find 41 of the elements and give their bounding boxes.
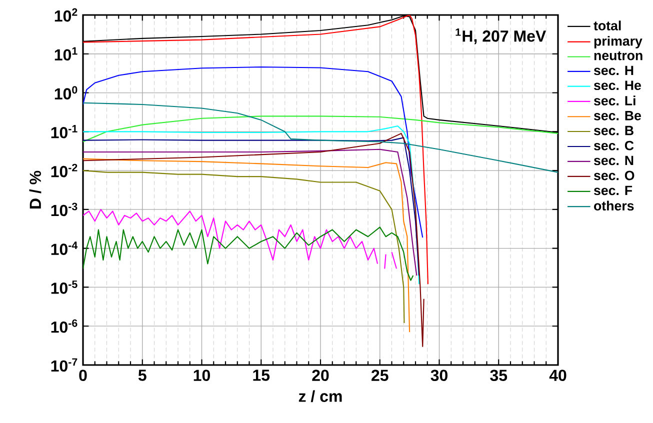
x-tick-label: 10 (194, 370, 210, 382)
legend-label: sec. He (594, 80, 641, 90)
x-tick-label: 5 (138, 370, 146, 381)
line-series (83, 102, 558, 173)
y-tick-label: 10$^{-4}$ (51, 242, 78, 255)
x-tick-label: 0 (79, 370, 87, 382)
line-series (83, 226, 414, 281)
y-tick-label: 10$^{-2}$ (51, 164, 78, 178)
y-tick-label: 10$^{-1}$ (51, 125, 78, 138)
y-tick-label: 10$^{-6}$ (51, 319, 78, 333)
line-series (83, 66, 424, 238)
legend-label: sec. Li (594, 96, 636, 106)
legend-label: primary (594, 36, 642, 48)
legend-label: sec. H (594, 66, 634, 76)
line-series (83, 116, 558, 142)
line-series (83, 15, 429, 285)
legend-label: total (594, 20, 621, 30)
y-tick-label: 10$^{-5}$ (51, 280, 78, 294)
legend-label: others (594, 200, 634, 211)
y-tick-label: 10$^{0}$ (54, 86, 78, 100)
legend-label: sec. Be (594, 111, 641, 120)
y-tick-label: 10$^{1}$ (54, 47, 78, 61)
y-tick-label: 10$^{-3}$ (51, 202, 78, 216)
legend-label: sec. B (594, 126, 634, 136)
legend-label: sec. F (594, 186, 632, 196)
x-tick-label: 40 (549, 370, 566, 382)
x-axis-title: z / cm (298, 390, 342, 402)
x-tick-label: 25 (372, 370, 388, 382)
legend-label: sec. N (594, 156, 634, 166)
x-tick-label: 30 (430, 370, 448, 382)
legend-label: sec. O (594, 170, 634, 180)
x-tick-label: 35 (490, 370, 508, 382)
legend-label: sec. C (594, 140, 634, 150)
annotation: $^{1}$H, 207 MeV (456, 28, 546, 44)
legend-label: neutron (594, 51, 642, 60)
y-axis-title: D / % (29, 170, 42, 208)
x-tick-label: 15 (253, 370, 270, 381)
y-tick-label: 10$^{-7}$ (51, 358, 78, 372)
line-series (83, 132, 424, 347)
x-tick-label: 20 (312, 370, 329, 382)
y-tick-label: 10$^{2}$ (54, 8, 78, 22)
